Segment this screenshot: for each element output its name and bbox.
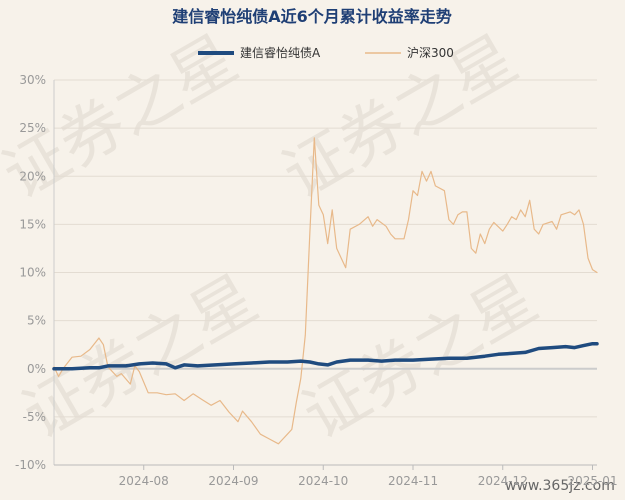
x-tick-label: 2024-08 (119, 474, 169, 488)
chart-legend: 建信睿怡纯债A 沪深300 (198, 45, 454, 60)
x-tick-label: 2024-09 (208, 474, 258, 488)
watermark-text-4: 证券之星 (291, 262, 550, 454)
series-group (52, 137, 599, 445)
y-tick-label: 25% (19, 121, 46, 135)
series-line-fund (52, 341, 599, 371)
watermark-text-1: 证券之星 (0, 22, 250, 214)
y-tick-label: 15% (19, 217, 46, 231)
y-tick-label: -5% (23, 410, 46, 424)
x-tick-label: 2024-10 (298, 474, 348, 488)
y-tick-label: 10% (19, 266, 46, 280)
chart-title: 建信睿怡纯债A近6个月累计收益率走势 (172, 7, 452, 26)
watermark: 证券之星 证券之星 证券之星 证券之星 www.365jz.com (0, 22, 615, 494)
y-tick-label: 30% (19, 73, 46, 87)
x-tick-label: 2024-11 (388, 474, 438, 488)
y-tick-label: -10% (15, 458, 46, 472)
x-tick-label: 2024-12 (478, 474, 528, 488)
x-tick-label: 2025-01 (567, 474, 617, 488)
watermark-text-3: 证券之星 (11, 262, 270, 454)
y-axis-ticks: -10% -5% 0% 5% 10% 15% 20% 25% 30% (15, 73, 46, 472)
legend-label-fund: 建信睿怡纯债A (240, 45, 321, 60)
legend-label-index: 沪深300 (407, 46, 454, 60)
y-tick-label: 20% (19, 169, 46, 183)
watermark-site: www.365jz.com (505, 478, 615, 494)
y-tick-label: 5% (27, 314, 46, 328)
x-axis-ticks: 2024-08 2024-09 2024-10 2024-11 2024-12 2025-… (119, 465, 618, 488)
series-line-index (53, 137, 598, 445)
y-tick-label: 0% (27, 362, 46, 376)
